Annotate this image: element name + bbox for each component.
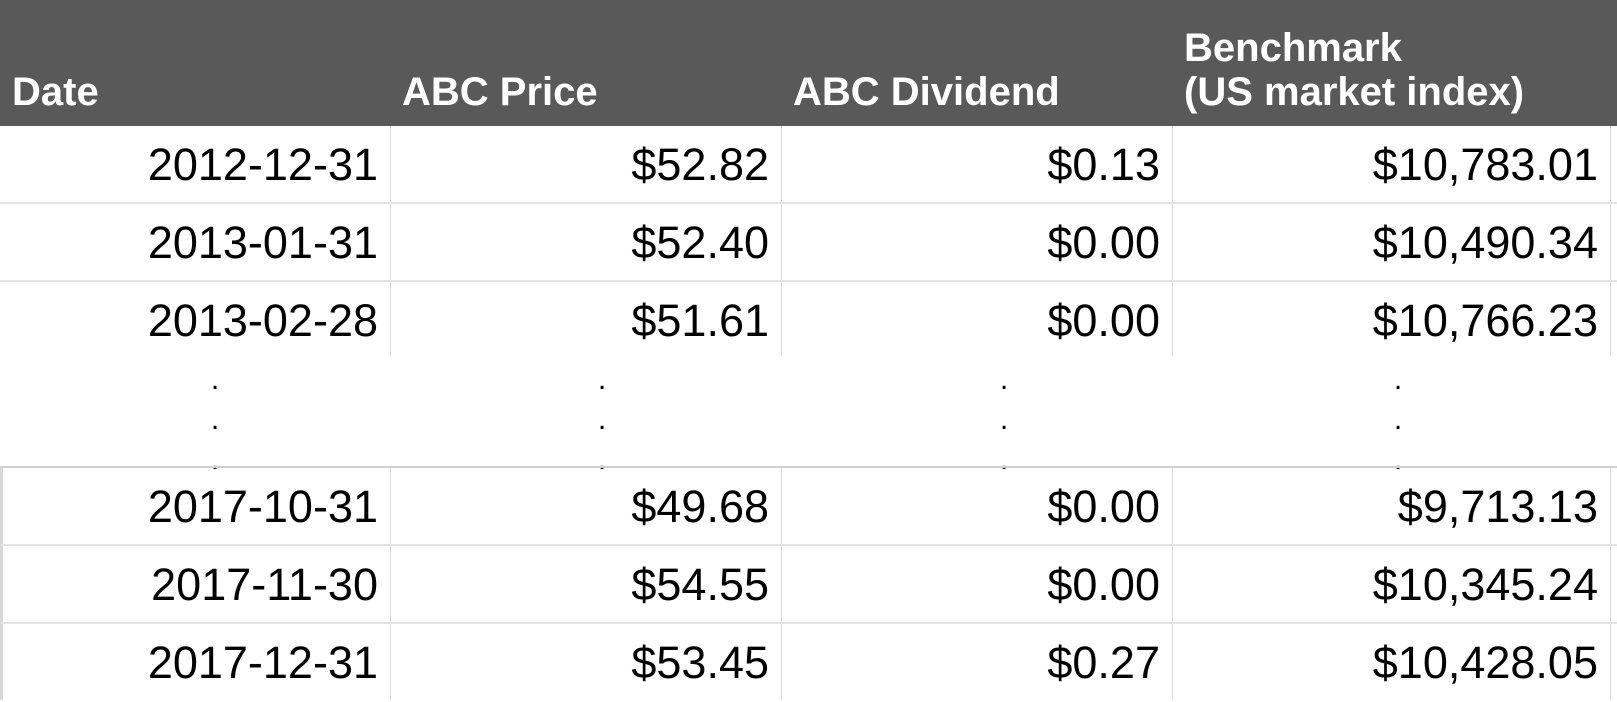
row-divider [0, 622, 1617, 624]
cell-benchmark[interactable]: $10,766.23 [1372, 295, 1598, 346]
ellipsis-abc-price: . . . [597, 363, 607, 476]
cell-abc-price[interactable]: $51.61 [631, 295, 769, 346]
row-divider [0, 544, 1617, 546]
cell-abc-dividend[interactable]: $0.27 [1047, 637, 1160, 688]
cell-date[interactable]: 2017-11-30 [151, 559, 378, 610]
cell-date[interactable]: 2017-10-31 [147, 481, 378, 532]
cell-abc-dividend[interactable]: $0.00 [1047, 559, 1160, 610]
table-row: 2012-12-31 $52.82 $0.13 $10,783.01 [0, 126, 1617, 204]
cell-benchmark[interactable]: $9,713.13 [1397, 481, 1598, 532]
header-abc-price[interactable]: ABC Price [402, 70, 598, 114]
section-left-border [0, 466, 3, 700]
cell-abc-price[interactable]: $49.68 [631, 481, 769, 532]
row-divider [0, 280, 1617, 282]
header-date[interactable]: Date [12, 70, 99, 114]
cell-abc-dividend[interactable]: $0.00 [1047, 295, 1160, 346]
header-abc-dividend[interactable]: ABC Dividend [793, 70, 1060, 114]
header-row: Date ABC Price ABC Dividend Benchmark (U… [0, 0, 1617, 126]
cell-benchmark[interactable]: $10,428.05 [1372, 637, 1598, 688]
cell-benchmark[interactable]: $10,783.01 [1372, 139, 1598, 190]
cell-date[interactable]: 2013-01-31 [147, 217, 378, 268]
cell-abc-price[interactable]: $54.55 [631, 559, 769, 610]
cell-abc-price[interactable]: $53.45 [631, 637, 769, 688]
ellipsis-benchmark: . . . [1393, 363, 1403, 476]
cell-date[interactable]: 2012-12-31 [147, 139, 378, 190]
cell-abc-dividend[interactable]: $0.00 [1047, 217, 1160, 268]
table-row: 2013-01-31 $52.40 $0.00 $10,490.34 [0, 204, 1617, 282]
ellipsis-abc-dividend: . . . [999, 363, 1009, 476]
cell-date[interactable]: 2013-02-28 [147, 295, 378, 346]
cell-abc-dividend[interactable]: $0.00 [1047, 481, 1160, 532]
header-benchmark[interactable]: Benchmark (US market index) [1184, 26, 1525, 114]
cell-abc-price[interactable]: $52.40 [631, 217, 769, 268]
table-row: 2017-10-31 $49.68 $0.00 $9,713.13 [0, 468, 1617, 546]
cell-date[interactable]: 2017-12-31 [147, 637, 378, 688]
section-divider [0, 466, 1617, 468]
ellipsis-date: . . . [210, 363, 220, 476]
row-divider [0, 202, 1617, 204]
cell-benchmark[interactable]: $10,345.24 [1372, 559, 1598, 610]
cell-benchmark[interactable]: $10,490.34 [1372, 217, 1598, 268]
table-row: 2017-12-31 $53.45 $0.27 $10,428.05 [0, 624, 1617, 702]
table-row: 2013-02-28 $51.61 $0.00 $10,766.23 [0, 282, 1617, 360]
table-row: 2017-11-30 $54.55 $0.00 $10,345.24 [0, 546, 1617, 624]
cell-abc-price[interactable]: $52.82 [631, 139, 769, 190]
cell-abc-dividend[interactable]: $0.13 [1047, 139, 1160, 190]
ellipsis-gap [0, 356, 1617, 466]
